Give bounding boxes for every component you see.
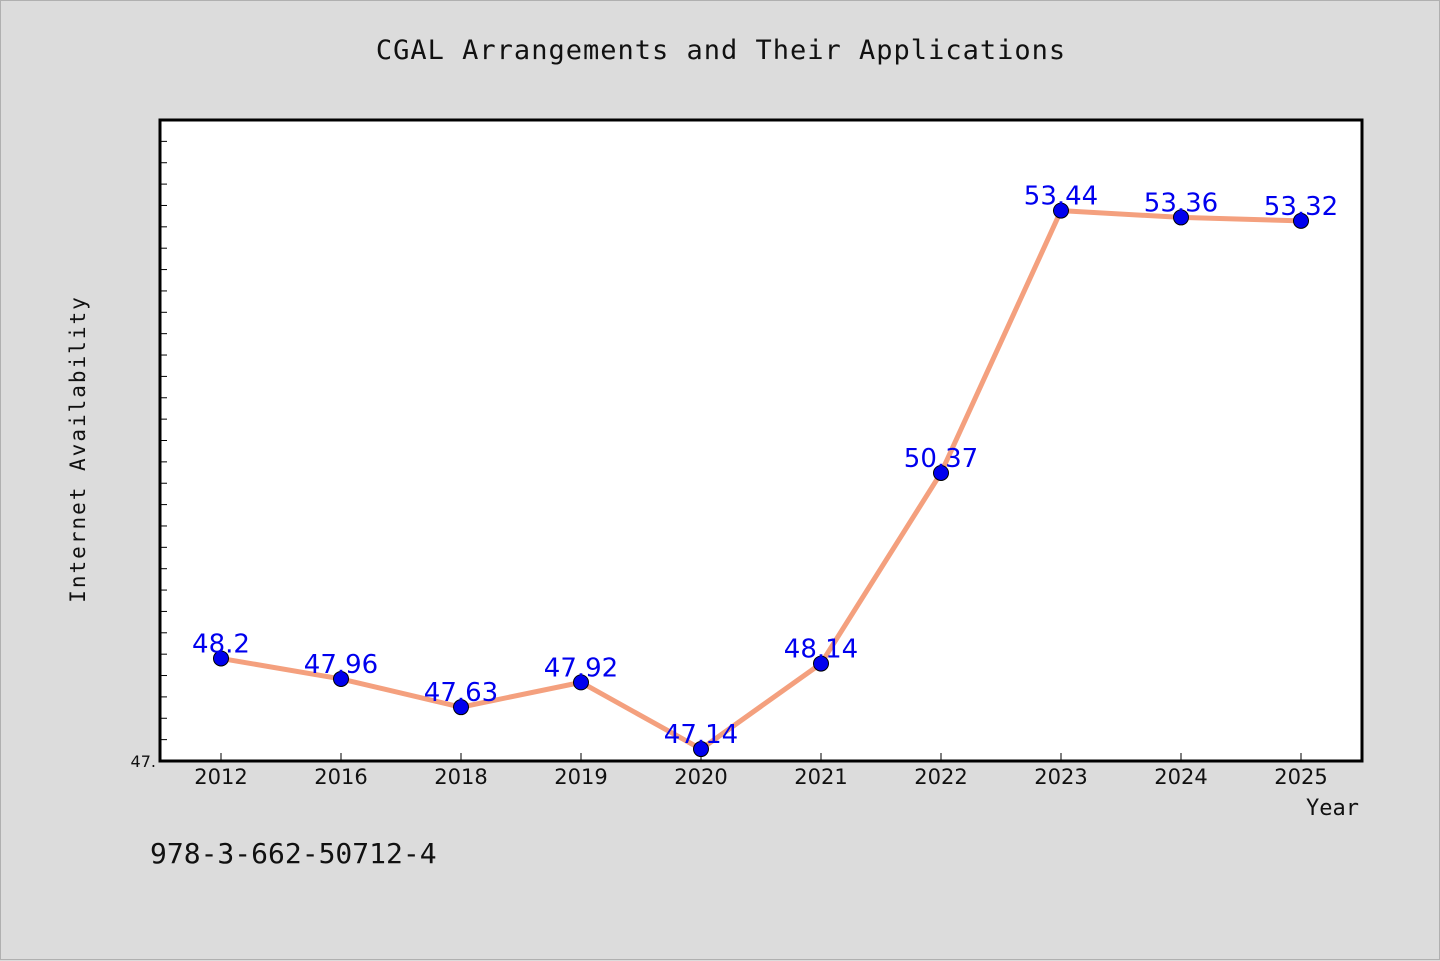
- data-label: 53.32: [1264, 192, 1338, 222]
- x-axis-ticks: 2012 2016 2018 2019 2020 2021 2022 2023 2024 2025: [194, 753, 1328, 789]
- x-tick-label: 2020: [674, 765, 727, 789]
- data-point: [453, 699, 469, 716]
- y-tick-label-min: 47.: [131, 752, 156, 771]
- data-label: 47.92: [544, 653, 618, 683]
- x-tick-label: 2019: [554, 765, 607, 789]
- data-point: [1293, 212, 1309, 229]
- x-tick-label: 2022: [914, 765, 967, 789]
- data-point: [813, 655, 829, 672]
- data-point: [933, 464, 949, 481]
- x-tick-label: 2012: [194, 765, 247, 789]
- y-axis-ticks: [160, 140, 167, 741]
- data-label: 48.2: [192, 629, 250, 659]
- data-label: 47.96: [304, 650, 378, 680]
- data-label: 48.14: [784, 635, 858, 665]
- x-tick-label: 2023: [1034, 765, 1087, 789]
- series-markers: [213, 202, 1309, 758]
- x-tick-label: 2018: [434, 765, 487, 789]
- data-labels: 48.2 47.96 47.63 47.92 47.14 48.14 50.37 53.44 5…: [192, 182, 1338, 750]
- x-tick-label: 2021: [794, 765, 847, 789]
- data-point: [213, 650, 229, 667]
- data-label: 47.14: [664, 720, 738, 750]
- data-label: 53.44: [1024, 182, 1098, 212]
- chart-title: CGAL Arrangements and Their Applications: [375, 35, 1067, 66]
- data-label: 53.36: [1144, 188, 1218, 218]
- isbn-text: 978-3-662-50712-4: [150, 837, 437, 870]
- data-label: 50.37: [904, 444, 978, 474]
- data-point: [1053, 202, 1069, 219]
- data-point: [333, 670, 349, 687]
- plot-background: [158, 118, 1364, 763]
- x-tick-label: 2016: [314, 765, 367, 789]
- x-axis-label: Year: [1306, 796, 1359, 821]
- data-point: [573, 674, 589, 691]
- data-point: [693, 741, 709, 758]
- x-tick-label: 2024: [1154, 765, 1207, 789]
- series-line: [220, 208, 1302, 752]
- x-tick-label: 2025: [1274, 765, 1327, 789]
- data-point: [1173, 209, 1189, 226]
- data-label: 47.63: [424, 678, 498, 708]
